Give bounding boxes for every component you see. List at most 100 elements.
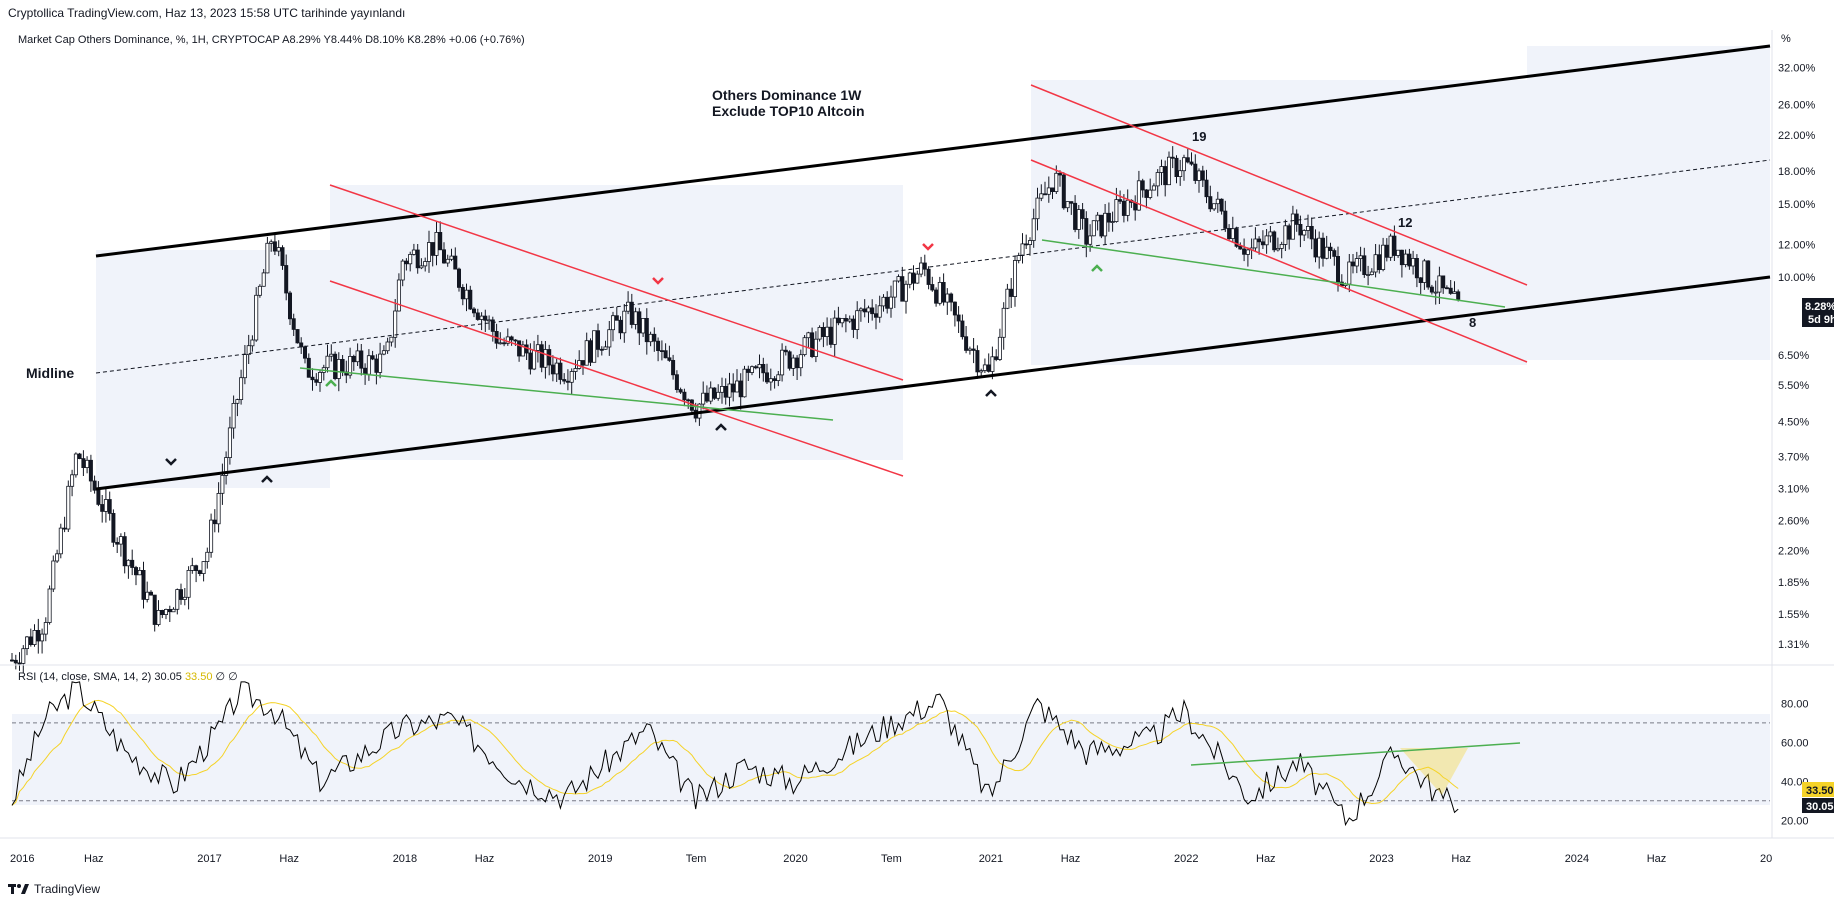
price-tick: 4.50% xyxy=(1778,416,1809,428)
candle xyxy=(1302,229,1307,241)
candle xyxy=(1441,275,1446,294)
candle xyxy=(77,452,82,460)
candle xyxy=(70,469,75,497)
rsi-sma-badge: 33.50 xyxy=(1802,782,1834,797)
channel-lower-line[interactable] xyxy=(95,275,1771,491)
time-tick: 2018 xyxy=(393,853,417,865)
candle xyxy=(374,354,379,385)
red-channel-upper-2[interactable] xyxy=(1030,84,1528,286)
symbol-legend[interactable]: Market Cap Others Dominance, %, 1H, CRYP… xyxy=(18,34,525,46)
candle xyxy=(750,365,755,376)
candle xyxy=(904,280,909,314)
candle xyxy=(1253,227,1258,252)
candle xyxy=(731,373,736,402)
red-channel-lower-2[interactable] xyxy=(1030,159,1528,363)
channel-midline[interactable] xyxy=(95,159,1771,374)
red-channel-upper-1[interactable] xyxy=(329,184,904,381)
candle xyxy=(1151,183,1156,191)
rsi-sma-value: 33.50 xyxy=(184,671,213,683)
candle xyxy=(73,452,78,478)
candle xyxy=(438,221,443,251)
candle xyxy=(934,287,939,307)
price-tick: 12.00% xyxy=(1778,239,1816,251)
candle xyxy=(1001,302,1006,350)
candle xyxy=(1073,195,1078,233)
candle xyxy=(1317,231,1322,269)
candle xyxy=(246,334,251,364)
candle xyxy=(468,285,473,310)
time-tick: 2023 xyxy=(1369,853,1393,865)
candle xyxy=(197,569,202,577)
trendline-drawings[interactable] xyxy=(95,44,1771,491)
candle xyxy=(257,284,262,298)
candle xyxy=(1354,251,1359,274)
candle xyxy=(517,340,522,362)
price-tick: 2.60% xyxy=(1778,515,1809,527)
candle xyxy=(92,475,97,494)
candle xyxy=(430,242,435,267)
candle xyxy=(881,294,886,312)
candle xyxy=(1185,148,1190,164)
candle xyxy=(1103,204,1108,245)
candle xyxy=(411,243,416,256)
candle xyxy=(1091,220,1096,237)
candle xyxy=(306,353,311,378)
candle xyxy=(175,588,180,615)
red-channel-lower-1[interactable] xyxy=(329,280,904,477)
candle xyxy=(445,254,450,267)
price-tick: 1.85% xyxy=(1778,577,1809,589)
time-axis[interactable]: 2016 Haz 2017 Haz 2018 Haz 2019 Tem 2020 Tem 2021 H… xyxy=(10,853,1772,865)
candle xyxy=(137,567,142,576)
candle xyxy=(122,532,127,574)
footer-brand[interactable]: TradingView xyxy=(8,882,100,896)
rsi-legend[interactable]: RSI (14, close, SMA, 14, 2) 30.05 33.50 … xyxy=(18,670,238,683)
candle xyxy=(141,561,146,609)
candle xyxy=(51,555,56,592)
candle xyxy=(1283,219,1288,251)
rsi-legend-label[interactable]: RSI (14, close, SMA, 14, 2) xyxy=(18,671,152,683)
candle xyxy=(483,309,488,332)
symbol-name[interactable]: Market Cap Others Dominance, %, 1H, CRYP… xyxy=(18,34,280,46)
rsi-trendline[interactable] xyxy=(1190,742,1521,766)
candle xyxy=(550,355,555,382)
rsi-tick: 20.00 xyxy=(1781,815,1809,827)
time-tick: Haz xyxy=(279,853,299,865)
candle xyxy=(723,378,728,405)
candle xyxy=(393,299,398,348)
candle xyxy=(1050,187,1055,199)
candle xyxy=(836,306,841,326)
channel-upper-line[interactable] xyxy=(95,44,1771,258)
candle xyxy=(1193,154,1198,184)
candle xyxy=(224,451,229,485)
green-support-1[interactable] xyxy=(299,367,834,421)
rsi-axis[interactable]: 80.00 60.00 40.00 20.00 xyxy=(1781,698,1809,827)
candle xyxy=(761,357,766,382)
candle xyxy=(1290,205,1295,240)
candle xyxy=(269,239,274,252)
candle xyxy=(66,480,71,532)
candle xyxy=(460,284,465,306)
candle xyxy=(1264,229,1269,254)
candle xyxy=(1452,281,1457,294)
candle xyxy=(915,270,920,284)
rsi-panel[interactable] xyxy=(11,681,1770,827)
candle xyxy=(851,315,856,338)
candle xyxy=(1313,229,1318,263)
channel-band xyxy=(1527,46,1770,360)
candle xyxy=(107,491,112,521)
candle xyxy=(310,368,315,391)
candle xyxy=(547,344,552,376)
green-support-2[interactable] xyxy=(1041,239,1506,308)
time-tick: 2021 xyxy=(979,853,1003,865)
candle xyxy=(58,523,63,559)
candle xyxy=(791,354,796,376)
price-tick: 26.00% xyxy=(1778,100,1816,112)
annotation-wave-8: 8 xyxy=(1469,315,1476,330)
candle xyxy=(1328,242,1333,259)
price-axis[interactable]: % 32.00% 26.00% 22.00% 18.00% 15.00% 12.00% 10.… xyxy=(1778,33,1816,651)
candle xyxy=(611,311,616,342)
candle xyxy=(813,331,818,363)
candle xyxy=(1159,159,1164,186)
candle xyxy=(1095,212,1100,231)
